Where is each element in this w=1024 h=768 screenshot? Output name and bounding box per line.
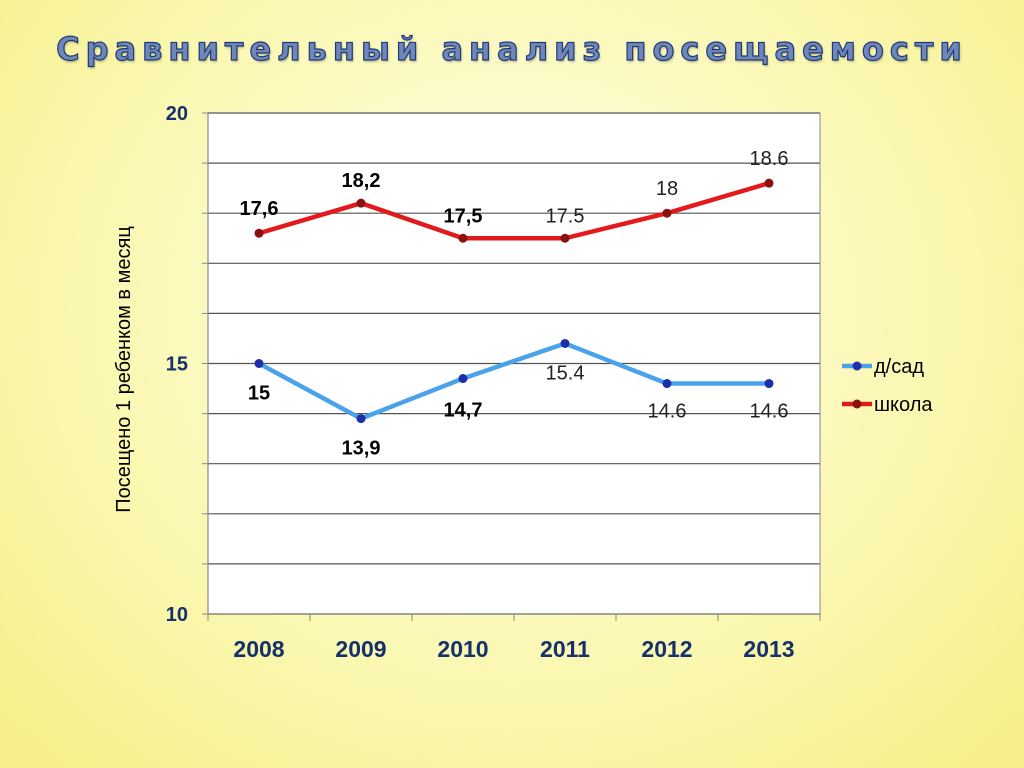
series-2 [254,178,774,243]
x-tick-label: 2008 [233,636,284,662]
y-axis-title: Посещено 1 ребенком в месяц [113,226,135,513]
data-point [662,379,672,389]
data-label: 17.5 [546,205,585,227]
series-1 [254,338,774,424]
data-label: 14.6 [750,401,789,423]
data-point [458,374,468,384]
x-tick-label: 2013 [743,636,794,662]
x-tick-label: 2012 [641,636,692,662]
data-label: 18.6 [750,148,789,170]
legend-label: школа [874,394,933,416]
data-point [662,208,672,218]
data-point [356,198,366,208]
legend-label: д/сад [874,356,924,378]
data-point [764,178,774,188]
data-label: 14,7 [444,400,483,422]
data-point [356,414,366,424]
data-label: 17,6 [240,198,279,220]
series-layer [254,178,774,424]
y-tick-label: 20 [166,103,188,125]
data-point [254,359,264,368]
gridlines [208,112,821,615]
data-label: 18 [656,178,678,200]
series-line [256,180,772,241]
legend-swatch-marker [852,361,862,371]
data-point [560,233,570,243]
data-point [764,379,774,389]
legend: д/сад школа [842,356,933,416]
legend-item: д/сад [842,356,924,378]
data-label: 15.4 [546,362,585,384]
data-point [254,228,264,238]
legend-swatch-marker [852,399,862,409]
x-tick-label: 2010 [437,636,488,662]
legend-item: школа [842,394,933,416]
data-label: 17,5 [444,205,483,227]
data-labels: 15 13,9 14,7 15.4 14.6 14.6 17,6 18,2 17,5 17.5 18… [240,148,789,459]
data-label: 13,9 [342,438,381,460]
data-point [560,338,570,348]
data-label: 18,2 [342,170,381,192]
x-tick-label: 2011 [540,636,590,662]
slide-title: Сравнительный анализ посещаемости [56,29,968,68]
x-tick-label: 2009 [335,636,386,662]
data-label: 15 [248,383,270,405]
axes: 10 15 20 2008 2009 2010 2011 2012 2013 [166,103,821,662]
data-label: 14.6 [648,401,687,423]
series-line [256,341,772,421]
y-tick-label: 15 [166,354,188,376]
data-point [458,233,468,243]
y-tick-label: 10 [166,604,188,626]
